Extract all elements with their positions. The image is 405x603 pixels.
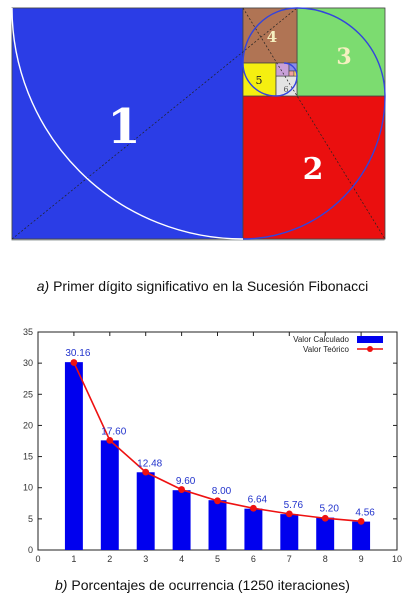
bar [316,517,335,550]
y-tick-label: 15 [23,452,33,462]
bar [64,362,83,550]
y-tick-label: 25 [23,389,33,399]
bar [100,440,119,550]
x-tick-label: 9 [359,554,364,564]
figure-a-caption-text: Primer dígito significativo en la Sucesi… [53,278,369,294]
theoretical-point [250,504,257,512]
occurrence-chart: 0 5 10 15 20 25 30 35 0 1 2 3 4 5 6 7 8 9 10 30.16 17.60 12.… [23,327,402,564]
fib-square-label-5: 5 [256,74,263,87]
theoretical-point [142,468,150,476]
theoretical-point [70,359,78,366]
diagonal-line [242,7,386,240]
bar [208,500,227,550]
x-tick-label: 6 [251,554,256,564]
x-tick-label: 2 [107,554,112,564]
bar [280,514,299,550]
x-tick-label: 8 [323,554,328,564]
data-label: 12.48 [137,458,162,469]
x-tick-label: 7 [287,554,292,564]
theoretical-point [321,514,329,522]
x-tick-label: 1 [71,554,76,564]
fib-square-7 [275,62,290,77]
fib-square-label-1: 1 [107,99,140,155]
bar [172,490,191,550]
figure-a-caption: a) Primer dígito significativo en la Suc… [0,278,405,294]
fib-square-9 [288,70,295,77]
bar [136,472,155,550]
fib-square-5 [242,62,277,97]
data-label: 6.64 [248,495,268,506]
y-tick-label: 30 [23,358,33,368]
x-tick-label: 10 [392,554,402,564]
bar-series [64,362,371,550]
legend-label-theoretical: Valor Teórico [303,345,350,354]
data-label: 30.16 [65,348,90,359]
data-label: 4.56 [355,508,375,519]
data-label: 9.60 [176,476,196,487]
theoretical-point [357,517,365,525]
figure-a-tag: a) [36,278,50,294]
legend-label-calculated: Valor Calculado [293,335,349,344]
y-tick-label: 35 [23,327,33,337]
line-series [70,359,365,525]
data-label: 5.20 [319,504,339,515]
fib-square-label-3: 3 [336,44,351,70]
data-label: 5.76 [284,500,304,511]
figure-b-caption: b) Porcentajes de ocurrencia (1250 itera… [0,577,405,593]
x-tick-label: 5 [215,554,220,564]
golden-spiral [11,7,244,240]
figure-b-tag: b) [55,577,68,593]
bar [244,508,263,550]
x-tick-label: 4 [179,554,184,564]
legend-swatch-bar [357,336,383,343]
theoretical-point [285,510,293,518]
data-label: 17.60 [101,426,126,437]
bar [352,521,371,550]
diagonal-line [11,7,298,240]
y-tick-label: 10 [23,483,33,493]
y-tick-label: 0 [28,545,33,555]
fib-square-label-4: 4 [267,28,277,46]
figure-b-caption-text: Porcentajes de ocurrencia (1250 iteracio… [71,577,350,593]
legend-swatch-point [367,346,373,352]
theoretical-point [106,436,114,444]
golden-spiral [242,7,386,240]
data-labels: 30.16 17.60 12.48 9.60 8.00 6.64 5.76 5.20 4.56 [65,348,375,518]
y-tick-label: 5 [28,514,33,524]
x-tick-label: 3 [143,554,148,564]
data-label: 8.00 [212,486,232,497]
theoretical-point [214,497,221,505]
theoretical-point [178,486,186,493]
fib-square-label-6: 6 [283,85,288,94]
fib-square-3 [296,7,386,97]
fib-square-label-2: 2 [303,152,324,187]
y-tick-label: 20 [23,420,33,430]
x-tick-label: 0 [35,554,40,564]
fibonacci-spiral-figure: 1 2 3 4 5 6 [11,7,386,241]
fib-square-1 [11,7,244,240]
